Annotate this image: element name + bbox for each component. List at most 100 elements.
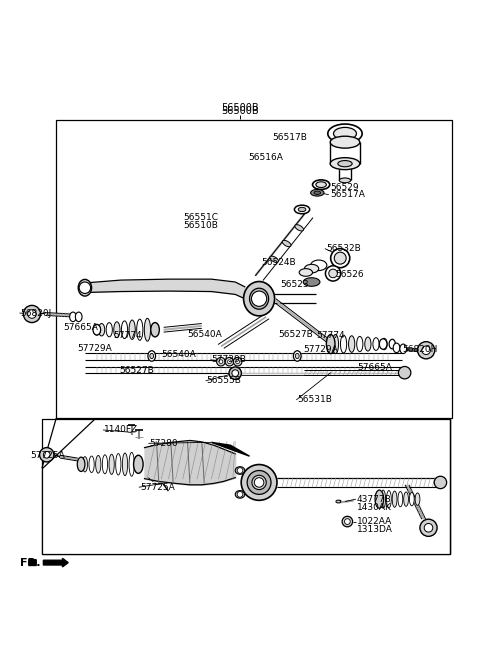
Ellipse shape: [332, 334, 338, 354]
Ellipse shape: [75, 312, 82, 322]
Text: 56532B: 56532B: [326, 244, 360, 253]
Text: 1140FZ: 1140FZ: [104, 425, 138, 434]
Ellipse shape: [129, 452, 134, 476]
Ellipse shape: [78, 280, 92, 296]
Ellipse shape: [122, 453, 128, 476]
Ellipse shape: [144, 318, 151, 341]
Circle shape: [418, 342, 435, 359]
Ellipse shape: [116, 454, 121, 475]
Ellipse shape: [398, 492, 403, 507]
Text: 56551C: 56551C: [183, 213, 218, 222]
Ellipse shape: [316, 182, 326, 187]
Text: 56527B: 56527B: [278, 330, 313, 339]
Circle shape: [424, 523, 433, 532]
Ellipse shape: [381, 490, 385, 508]
Ellipse shape: [299, 269, 312, 276]
Text: 56540A: 56540A: [188, 330, 222, 339]
Ellipse shape: [404, 492, 408, 506]
Text: 43777B: 43777B: [357, 494, 392, 504]
Text: 57739B: 57739B: [211, 355, 246, 365]
Ellipse shape: [340, 335, 347, 353]
Ellipse shape: [282, 240, 291, 247]
Polygon shape: [211, 442, 250, 456]
Ellipse shape: [150, 353, 154, 359]
Text: 56820H: 56820H: [402, 345, 438, 355]
Ellipse shape: [338, 161, 352, 167]
Text: 56540A: 56540A: [161, 350, 196, 359]
Text: 56500B: 56500B: [221, 106, 259, 116]
Ellipse shape: [330, 158, 360, 170]
Ellipse shape: [243, 282, 275, 316]
Text: 56526: 56526: [336, 270, 364, 280]
Text: 57774: 57774: [114, 331, 142, 340]
Ellipse shape: [373, 338, 379, 351]
Ellipse shape: [298, 207, 306, 211]
Ellipse shape: [77, 457, 85, 472]
Text: 56524B: 56524B: [262, 258, 296, 268]
Circle shape: [422, 346, 431, 355]
Text: 56531B: 56531B: [297, 395, 332, 404]
Text: 57665A: 57665A: [63, 323, 98, 332]
Circle shape: [398, 367, 411, 379]
Ellipse shape: [334, 252, 346, 264]
Ellipse shape: [379, 339, 387, 349]
Circle shape: [232, 370, 239, 377]
Ellipse shape: [348, 336, 355, 353]
Ellipse shape: [409, 492, 414, 506]
Ellipse shape: [96, 456, 101, 473]
Ellipse shape: [400, 344, 407, 354]
Ellipse shape: [98, 324, 105, 336]
Circle shape: [254, 478, 264, 487]
Ellipse shape: [294, 205, 310, 214]
Ellipse shape: [247, 470, 271, 494]
Ellipse shape: [325, 266, 341, 281]
Ellipse shape: [133, 455, 143, 474]
Ellipse shape: [102, 455, 108, 474]
Ellipse shape: [365, 337, 371, 351]
Text: 56510B: 56510B: [184, 221, 218, 230]
Ellipse shape: [314, 191, 321, 195]
Text: 56516A: 56516A: [248, 153, 283, 162]
Ellipse shape: [295, 225, 303, 231]
Circle shape: [342, 516, 353, 527]
Text: 1022AA: 1022AA: [357, 517, 392, 526]
Ellipse shape: [129, 320, 135, 339]
Ellipse shape: [336, 500, 341, 503]
Ellipse shape: [303, 278, 320, 286]
Text: 56527B: 56527B: [119, 366, 154, 375]
Circle shape: [236, 360, 240, 364]
Circle shape: [28, 310, 36, 318]
Ellipse shape: [326, 334, 335, 354]
Circle shape: [24, 305, 40, 322]
Ellipse shape: [393, 343, 400, 353]
Circle shape: [216, 357, 225, 366]
Text: 56523: 56523: [281, 280, 309, 289]
Ellipse shape: [114, 322, 120, 338]
Circle shape: [43, 452, 50, 458]
Circle shape: [228, 360, 231, 364]
Circle shape: [233, 357, 242, 366]
Ellipse shape: [137, 319, 143, 341]
Text: FR.: FR.: [20, 558, 40, 567]
Circle shape: [252, 291, 267, 306]
Circle shape: [225, 357, 234, 366]
Circle shape: [229, 367, 241, 379]
Circle shape: [79, 282, 91, 294]
Ellipse shape: [375, 490, 384, 508]
Ellipse shape: [381, 339, 387, 350]
Ellipse shape: [241, 464, 277, 500]
Ellipse shape: [389, 339, 396, 349]
Text: 56820J: 56820J: [21, 308, 52, 318]
Ellipse shape: [250, 288, 269, 309]
Ellipse shape: [235, 467, 245, 474]
Text: 57665A: 57665A: [357, 363, 392, 373]
Circle shape: [237, 492, 243, 497]
Text: 56517A: 56517A: [331, 190, 366, 199]
Text: 56517B: 56517B: [272, 133, 307, 142]
Ellipse shape: [311, 260, 327, 270]
Ellipse shape: [93, 324, 101, 335]
PathPatch shape: [42, 419, 450, 554]
Ellipse shape: [312, 180, 330, 189]
FancyArrow shape: [29, 560, 36, 565]
Text: 57280: 57280: [149, 439, 178, 448]
